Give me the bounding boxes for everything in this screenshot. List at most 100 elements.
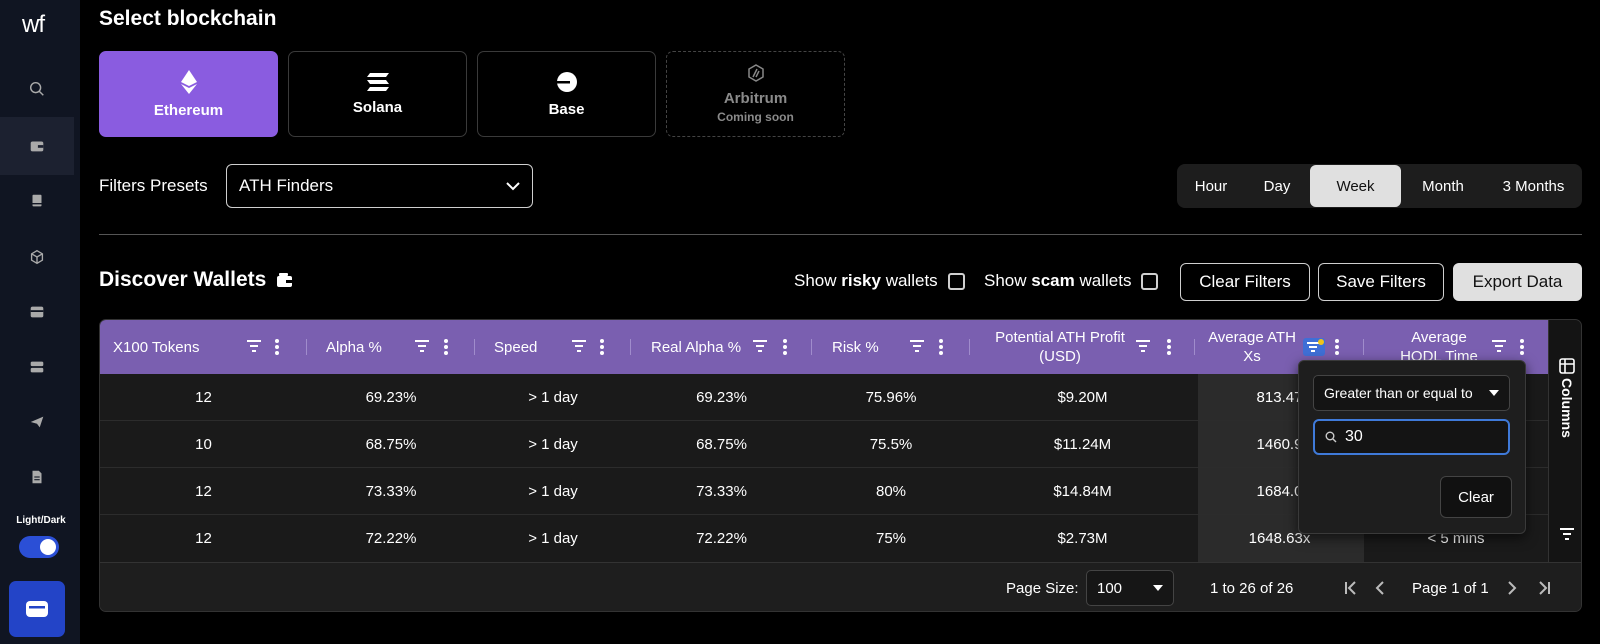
column-header-potential-ath-profit[interactable]: Potential ATH Profit (USD) [970, 320, 1195, 374]
more-vertical-icon[interactable] [1167, 339, 1171, 355]
chevron-down-icon [506, 181, 520, 190]
column-separator [1363, 339, 1364, 355]
more-vertical-icon[interactable] [600, 339, 604, 355]
cell-ath-xs: 1460.9 [1256, 436, 1303, 453]
chain-solana[interactable]: Solana [288, 51, 467, 137]
show-scam-wallets[interactable]: Show scam wallets [984, 271, 1159, 291]
cell-alpha: 72.22% [365, 530, 417, 547]
document-nav-button[interactable] [0, 448, 74, 506]
filter-icon[interactable] [1491, 339, 1507, 353]
table-row[interactable]: 12 72.22% > 1 day 72.22% 75% $2.73M 1648… [100, 515, 1548, 562]
cell-alpha: 73.33% [365, 483, 417, 500]
filter-icon[interactable] [571, 339, 587, 353]
wallet-nav-button[interactable] [0, 117, 74, 175]
ethereum-icon [180, 69, 197, 94]
coming-soon-label: Coming soon [717, 110, 794, 124]
column-header-speed[interactable]: Speed [475, 320, 631, 374]
filter-active-icon[interactable] [1303, 338, 1325, 356]
theme-toggle[interactable] [19, 536, 59, 558]
filter-clear-button[interactable]: Clear [1440, 476, 1512, 518]
search-icon [1325, 431, 1337, 443]
cube-icon [30, 249, 44, 265]
risky-checkbox[interactable] [947, 272, 965, 290]
table-row[interactable]: 10 68.75% > 1 day 68.75% 75.5% $11.24M 1… [100, 421, 1548, 468]
more-vertical-icon[interactable] [275, 339, 279, 355]
cell-risk: 80% [875, 483, 907, 500]
column-header-real-alpha[interactable]: Real Alpha % [631, 320, 812, 374]
arbitrum-icon [747, 64, 764, 82]
filter-icon[interactable] [414, 339, 430, 353]
column-header-risk[interactable]: Risk % [812, 320, 970, 374]
filter-icon[interactable] [909, 339, 925, 353]
page-size-select[interactable]: 100 [1086, 570, 1174, 606]
cell-real-alpha: 72.22% [696, 530, 747, 547]
connect-wallet-button[interactable] [9, 581, 65, 637]
cell-speed: > 1 day [528, 530, 578, 547]
columns-icon [1559, 358, 1575, 374]
columns-side-panel[interactable]: Columns [1548, 320, 1581, 562]
more-vertical-icon[interactable] [1520, 339, 1524, 355]
export-data-button[interactable]: Export Data [1453, 263, 1582, 301]
column-header-alpha[interactable]: Alpha % [307, 320, 475, 374]
search-icon [29, 81, 44, 96]
time-week[interactable]: Week [1310, 165, 1401, 207]
table-row[interactable]: 12 73.33% > 1 day 73.33% 80% $14.84M 168… [100, 468, 1548, 515]
search-nav-button[interactable] [0, 60, 74, 118]
filter-value-input[interactable]: 30 [1313, 419, 1510, 455]
show-risky-label: Show risky wallets [794, 271, 938, 290]
book-nav-button[interactable] [0, 172, 74, 230]
columns-label: Columns [1559, 378, 1575, 438]
filter-value: 30 [1345, 428, 1363, 445]
next-page-icon[interactable] [1507, 581, 1517, 595]
filters-presets-select[interactable]: ATH Finders [226, 164, 533, 208]
save-filters-button[interactable]: Save Filters [1318, 263, 1444, 301]
column-header-x100-tokens[interactable]: X100 Tokens [100, 320, 307, 374]
time-hour[interactable]: Hour [1194, 177, 1228, 195]
inbox-nav-button[interactable] [0, 283, 74, 341]
book-icon [32, 194, 42, 207]
more-vertical-icon[interactable] [444, 339, 448, 355]
last-page-icon[interactable] [1538, 581, 1550, 595]
cube-nav-button[interactable] [0, 228, 74, 286]
previous-page-icon[interactable] [1375, 581, 1385, 595]
cell-alpha: 68.75% [365, 436, 417, 453]
telegram-nav-button[interactable] [0, 393, 74, 451]
wallet-icon [30, 141, 44, 152]
time-day[interactable]: Day [1263, 177, 1291, 195]
time-month[interactable]: Month [1422, 177, 1464, 195]
more-vertical-icon[interactable] [783, 339, 787, 355]
column-separator [1194, 339, 1195, 355]
cell-real-alpha: 73.33% [696, 483, 747, 500]
more-vertical-icon[interactable] [939, 339, 943, 355]
table-row[interactable]: 12 69.23% > 1 day 69.23% 75.96% $9.20M 8… [100, 374, 1548, 421]
column-separator [474, 339, 475, 355]
clear-filters-button[interactable]: Clear Filters [1180, 263, 1310, 301]
document-icon [32, 470, 42, 484]
cell-risk: 75% [875, 530, 907, 547]
show-scam-label: Show scam wallets [984, 271, 1132, 290]
chain-base[interactable]: Base [477, 51, 656, 137]
cell-ath-xs: 1648.63x [1248, 530, 1311, 547]
cell-ath-profit: $14.84M [1053, 483, 1112, 500]
cell-risk: 75.96% [865, 389, 917, 406]
page-size-value: 100 [1097, 579, 1123, 597]
column-separator [306, 339, 307, 355]
server-nav-button[interactable] [0, 338, 74, 396]
filter-panel-icon[interactable] [1558, 527, 1576, 541]
discover-title-text: Discover Wallets [99, 268, 267, 291]
page-indicator: Page 1 of 1 [1412, 580, 1489, 597]
more-vertical-icon[interactable] [1335, 339, 1339, 355]
column-separator [811, 339, 812, 355]
show-risky-wallets[interactable]: Show risky wallets [794, 271, 965, 291]
filter-icon[interactable] [1135, 339, 1151, 353]
filter-operator-select[interactable]: Greater than or equal to [1313, 375, 1510, 411]
column-header-average-ath-xs[interactable]: Average ATH Xs [1195, 320, 1364, 374]
section-divider [99, 234, 1582, 235]
filter-icon[interactable] [752, 339, 768, 353]
scam-checkbox[interactable] [1141, 272, 1159, 290]
filter-icon[interactable] [246, 339, 262, 353]
time-3-months[interactable]: 3 Months [1502, 177, 1565, 195]
chain-ethereum[interactable]: Ethereum [99, 51, 278, 137]
solana-icon [366, 72, 389, 91]
first-page-icon[interactable] [1345, 581, 1357, 595]
